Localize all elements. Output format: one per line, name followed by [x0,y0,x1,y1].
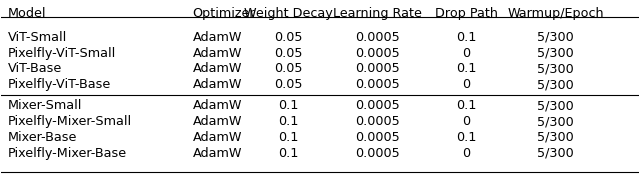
Text: 0.1: 0.1 [456,131,477,144]
Text: 5/300: 5/300 [538,62,574,75]
Text: 0: 0 [463,115,470,128]
Text: AdamW: AdamW [193,147,242,160]
Text: 0.1: 0.1 [278,115,298,128]
Text: 0.0005: 0.0005 [355,31,400,44]
Text: 0.05: 0.05 [274,31,302,44]
Text: 0.0005: 0.0005 [355,47,400,60]
Text: 5/300: 5/300 [538,131,574,144]
Text: 0.0005: 0.0005 [355,115,400,128]
Text: 0.0005: 0.0005 [355,62,400,75]
Text: 5/300: 5/300 [538,78,574,91]
Text: Weight Decay: Weight Decay [244,6,333,20]
Text: AdamW: AdamW [193,31,242,44]
Text: Warmup/Epoch: Warmup/Epoch [508,6,604,20]
Text: AdamW: AdamW [193,47,242,60]
Text: 0.05: 0.05 [274,78,302,91]
Text: ViT-Base: ViT-Base [8,62,62,75]
Text: Learning Rate: Learning Rate [333,6,422,20]
Text: 0: 0 [463,147,470,160]
Text: 5/300: 5/300 [538,115,574,128]
Text: Optimizer: Optimizer [193,6,255,20]
Text: 0: 0 [463,47,470,60]
Text: Mixer-Small: Mixer-Small [8,99,82,112]
Text: Pixelfly-Mixer-Base: Pixelfly-Mixer-Base [8,147,127,160]
Text: 0.0005: 0.0005 [355,78,400,91]
Text: AdamW: AdamW [193,62,242,75]
Text: Pixelfly-ViT-Base: Pixelfly-ViT-Base [8,78,111,91]
Text: 0.1: 0.1 [278,147,298,160]
Text: 0.0005: 0.0005 [355,147,400,160]
Text: 0.05: 0.05 [274,62,302,75]
Text: 0.1: 0.1 [278,99,298,112]
Text: ViT-Small: ViT-Small [8,31,67,44]
Text: AdamW: AdamW [193,131,242,144]
Text: 0.1: 0.1 [456,99,477,112]
Text: 0.0005: 0.0005 [355,99,400,112]
Text: 5/300: 5/300 [538,47,574,60]
Text: Pixelfly-ViT-Small: Pixelfly-ViT-Small [8,47,116,60]
Text: AdamW: AdamW [193,115,242,128]
Text: 0.1: 0.1 [456,31,477,44]
Text: 0.0005: 0.0005 [355,131,400,144]
Text: 5/300: 5/300 [538,99,574,112]
Text: Mixer-Base: Mixer-Base [8,131,77,144]
Text: Drop Path: Drop Path [435,6,498,20]
Text: 0.1: 0.1 [456,62,477,75]
Text: Model: Model [8,6,46,20]
Text: 0.1: 0.1 [278,131,298,144]
Text: 0.05: 0.05 [274,47,302,60]
Text: AdamW: AdamW [193,99,242,112]
Text: 0: 0 [463,78,470,91]
Text: Pixelfly-Mixer-Small: Pixelfly-Mixer-Small [8,115,132,128]
Text: AdamW: AdamW [193,78,242,91]
Text: 5/300: 5/300 [538,31,574,44]
Text: 5/300: 5/300 [538,147,574,160]
